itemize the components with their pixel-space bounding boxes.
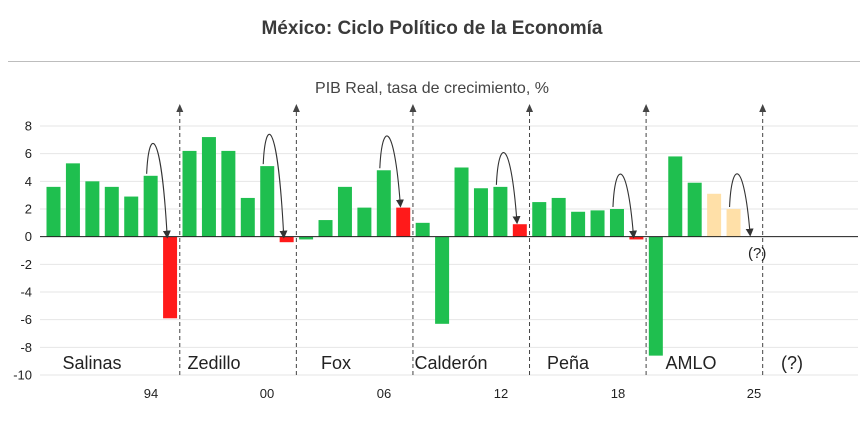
bar [532, 202, 547, 237]
y-tick-label: -2 [20, 257, 32, 272]
x-tick-label: 94 [144, 386, 158, 401]
x-tick-label: 25 [747, 386, 761, 401]
bar [318, 220, 333, 237]
bars [46, 137, 741, 356]
y-tick-label: 4 [25, 174, 32, 189]
bar [726, 209, 741, 237]
term-label: AMLO [665, 353, 716, 373]
term-divider-arrowhead [176, 104, 184, 112]
y-tick-label: -10 [13, 368, 32, 383]
bar [46, 186, 61, 237]
term-label: Calderón [414, 353, 487, 373]
y-tick-label: 8 [25, 119, 32, 134]
y-tick-label: -6 [20, 312, 32, 327]
term-label: (?) [781, 353, 803, 373]
bar [571, 211, 586, 237]
x-tick-label: 06 [377, 386, 391, 401]
bar [240, 197, 255, 237]
y-tick-label: -8 [20, 340, 32, 355]
bar [687, 182, 702, 237]
bar [201, 137, 216, 237]
y-tick-label: 2 [25, 202, 32, 217]
cycle-arrow [612, 173, 638, 239]
bar [668, 156, 683, 237]
term-divider-arrowhead [642, 104, 650, 112]
bar [337, 186, 352, 237]
projection-annotation: (?) [748, 245, 766, 262]
bar [182, 150, 197, 237]
bar [551, 197, 566, 237]
term-divider-arrowhead [759, 104, 767, 112]
bar [260, 166, 275, 237]
bar [473, 188, 488, 237]
x-axis: 94 00 06 12 18 25 [144, 386, 761, 401]
x-tick-label: 00 [260, 386, 274, 401]
bar [648, 236, 663, 356]
bar [279, 236, 294, 243]
y-tick-label: -4 [20, 285, 32, 300]
term-dividers [176, 104, 767, 375]
bar [143, 175, 158, 237]
cycle-arrows [146, 134, 754, 239]
bar [299, 236, 314, 240]
y-tick-label: 6 [25, 146, 32, 161]
chart-title: México: Ciclo Político de la Economía [261, 18, 603, 39]
term-divider-arrowhead [409, 104, 417, 112]
cycle-arrow [495, 152, 521, 225]
x-tick-label: 18 [611, 386, 625, 401]
term-divider-arrowhead [526, 104, 534, 112]
term-divider-arrowhead [292, 104, 300, 112]
cycle-arrow [729, 173, 754, 237]
bar [512, 224, 527, 237]
bar [415, 222, 430, 237]
cycle-arrow [146, 142, 171, 239]
y-tick-label: 0 [25, 229, 32, 244]
chart-subtitle: PIB Real, tasa de crecimiento, % [315, 80, 549, 97]
bar [124, 196, 139, 237]
y-axis: 8 6 4 2 0 -2 -4 -6 -8 -10 [13, 119, 32, 383]
bar [493, 186, 508, 237]
term-label: Salinas [62, 353, 121, 373]
cycle-arrow [262, 134, 288, 239]
title-divider [8, 61, 860, 62]
bar [104, 186, 119, 237]
term-label: Zedillo [187, 353, 240, 373]
cycle-arrow [379, 135, 404, 208]
bar [85, 181, 100, 237]
bar [435, 236, 450, 324]
bar [357, 207, 372, 237]
bar [609, 209, 624, 237]
x-tick-label: 12 [494, 386, 508, 401]
bar [65, 163, 80, 237]
bar [707, 193, 722, 237]
term-label: Peña [547, 353, 590, 373]
bar [590, 210, 605, 237]
bar [396, 207, 411, 237]
bar [454, 167, 469, 237]
bar [221, 150, 236, 237]
bar [163, 236, 178, 319]
annotations: (?) [748, 245, 766, 262]
term-labels: Salinas Zedillo Fox Calderón Peña AMLO (?) [62, 353, 803, 373]
bar [376, 170, 391, 237]
term-label: Fox [321, 353, 351, 373]
